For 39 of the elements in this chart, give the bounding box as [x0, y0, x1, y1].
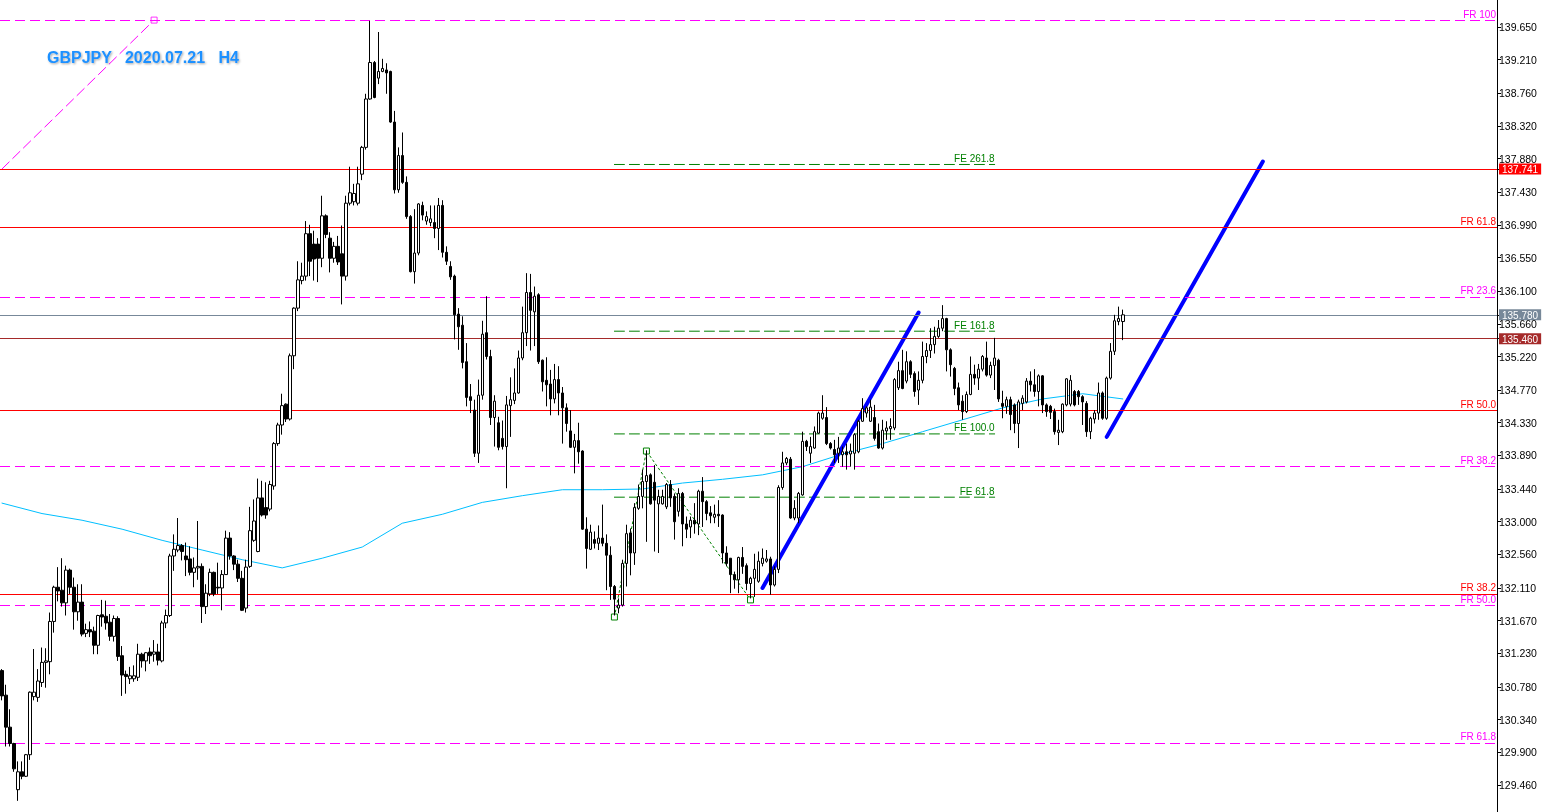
y-tick-label: 138.320 [1499, 119, 1538, 132]
ref-line-label: FR 38.2 [1460, 455, 1497, 467]
series-label: FE 261.8 [954, 152, 996, 164]
y-tick-label: 135.780 [1502, 309, 1539, 321]
y-tick-label: 130.780 [1499, 680, 1538, 693]
y-tick-label: 134.330 [1499, 416, 1538, 429]
y-tick-label: 132.110 [1499, 581, 1537, 594]
y-tick-label: 131.230 [1499, 647, 1538, 660]
y-tick-label: 129.900 [1499, 746, 1538, 759]
y-tick-label: 136.990 [1499, 218, 1538, 231]
y-tick-label: 137.880 [1499, 152, 1538, 165]
ref-line-label: FR 23.6 [1460, 285, 1497, 297]
y-tick-label: 132.560 [1499, 548, 1538, 561]
series-label: FE 61.8 [959, 485, 996, 497]
ref-line-label: FR 61.8 [1460, 731, 1497, 743]
y-tick-label: 130.340 [1499, 713, 1538, 726]
y-tick-label: 138.760 [1499, 87, 1538, 100]
ref-line-label: FR 61.8 [1460, 215, 1497, 227]
text: GBPJPY 2020.07.21 H4 [47, 48, 239, 66]
y-tick-label: 136.550 [1499, 251, 1538, 264]
y-tick-label: 137.741 [1502, 163, 1539, 175]
y-tick-label: 133.000 [1499, 515, 1538, 528]
y-tick-label: 134.770 [1499, 384, 1538, 396]
ref-line-label: FR 50.0 [1460, 593, 1497, 605]
y-tick-label: 137.430 [1499, 186, 1538, 199]
y-tick-label: 135.220 [1499, 350, 1538, 363]
y-tick-label: 139.650 [1499, 20, 1538, 33]
series-label: FE 100.0 [954, 422, 996, 434]
ref-line-label: FR 100 [1463, 8, 1497, 20]
y-tick-label: 133.440 [1499, 482, 1538, 495]
series-label: FE 161.8 [954, 319, 996, 331]
y-tick-label: 129.460 [1499, 779, 1538, 792]
ref-line-label: FR 50.0 [1460, 398, 1497, 410]
y-tick-label: 136.100 [1499, 285, 1538, 298]
y-tick-label: 131.670 [1499, 614, 1538, 627]
y-tick-label: 133.890 [1499, 449, 1538, 462]
y-tick-label: 135.460 [1502, 333, 1539, 345]
y-tick-label: 139.210 [1499, 53, 1538, 66]
ref-line-label: FR 38.2 [1460, 582, 1497, 594]
